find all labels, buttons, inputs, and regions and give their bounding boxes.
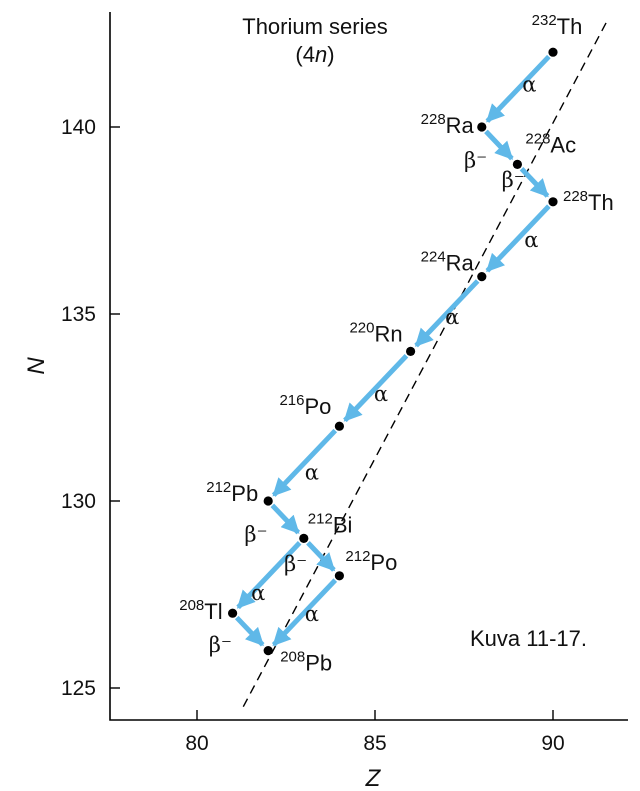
element-symbol: Th [588,190,614,215]
element-symbol: Tl [204,599,222,624]
decay-label-rn220-po216: α [374,382,388,406]
element-symbol: Pb [305,651,332,676]
decay-label-ra228-ac228: β⁻ [464,149,487,173]
element-symbol: Ra [446,113,475,138]
y-tick-label: 125 [61,677,96,700]
nuclide-dot-ac228 [512,159,523,169]
decay-label-th228-ra224: α [524,228,538,252]
nuclide-label-th228: 228Th [563,188,614,215]
nuclide-dot-tl208 [228,608,238,618]
element-symbol: Ac [550,132,576,157]
nuclide-label-ac228: 228Ac [525,130,576,157]
mass-number: 220 [349,319,374,336]
nuclide-dot-pb208 [263,646,273,656]
decay-label-tl208-pb208: β⁻ [209,633,232,657]
decay-arrow-po216-pb212 [271,428,338,497]
nuclide-dot-th228 [548,197,558,207]
nuclide-label-th232: 232Th [532,12,583,39]
element-symbol: Rn [374,321,402,346]
mass-number: 208 [280,649,305,666]
decay-label-po216-pb212: α [305,461,319,485]
nuclide-label-ra224: 224Ra [421,249,475,276]
element-symbol: Po [370,550,397,575]
nuclide-label-rn220: 220Rn [349,319,402,346]
mass-number: 228 [525,130,550,147]
chart-title-line2: (4n) [295,42,334,67]
nuclide-dot-rn220 [406,346,416,356]
element-symbol: Pb [231,481,258,506]
decay-label-po212-pb208: α [305,602,319,626]
y-tick-label: 140 [61,116,96,139]
nuclide-dot-th232 [548,47,558,57]
stability-line [242,21,608,708]
nuclide-label-po216: 216Po [279,392,331,419]
nuclide-dot-bi212 [299,533,309,544]
decay-label-bi212-tl208: α [251,581,265,605]
mass-number: 224 [421,249,446,266]
mass-number: 232 [532,12,557,29]
x-tick-label: 90 [541,732,564,755]
decay-label-ac228-th228: β⁻ [502,168,525,192]
nuclide-label-tl208: 208Tl [179,597,222,624]
decay-arrow-ac228-th228 [519,167,550,198]
decay-label-th232-ra228: α [522,73,536,97]
nuclide-dot-po216 [334,421,344,431]
y-tick-label: 135 [61,303,96,326]
chart-title-line1: Thorium series [242,14,387,39]
decay-arrow-po212-pb208 [271,578,338,647]
nuclide-points [228,47,558,656]
figure-caption: Kuva 11-17. [470,626,587,651]
mass-number: 216 [279,392,304,409]
nuclide-label-pb208: 208Pb [280,649,332,676]
x-tick-label: 80 [185,732,208,755]
decay-arrow-th228-ra224 [485,204,551,273]
nuclide-label-po212: 212Po [345,548,397,575]
nuclide-label-pb212: 212Pb [206,479,258,506]
mass-number: 212 [345,548,370,565]
mass-number: 212 [206,479,231,496]
decay-arrow-pb212-bi212 [270,503,301,535]
element-symbol: Po [304,394,331,419]
decay-label-ra224-rn220: α [445,305,459,329]
nuclide-dot-po212 [334,571,344,581]
decay-label-bi212-po212: β⁻ [284,552,307,576]
decay-arrow-ra224-rn220 [414,279,480,348]
decay-arrows [234,54,551,647]
decay-arrow-tl208-pb208 [234,615,265,647]
x-tick-label: 85 [363,732,386,755]
decay-label-pb212-bi212: β⁻ [244,523,267,547]
nuclide-dot-ra224 [477,272,487,282]
axes: 125 130 135 140 80 85 90 Z N [23,12,628,791]
nuclide-dot-ra228 [477,122,487,132]
x-axis-label: Z [365,765,382,791]
y-axis-label: N [23,357,50,375]
mass-number: 228 [421,111,446,128]
nuclide-label-bi212: 212Bi [308,510,353,537]
axis-frame [109,12,628,721]
y-tick-label: 130 [61,490,96,513]
decay-arrow-th232-ra228 [485,54,551,123]
nuclide-dot-pb212 [263,496,273,506]
nuclide-label-ra228: 228Ra [421,111,475,138]
element-symbol: Ra [446,251,475,276]
mass-number: 228 [563,188,588,205]
stability-line-group [242,21,608,708]
decay-arrow-bi212-tl208 [236,541,302,610]
decay-arrow-bi212-po212 [306,541,336,572]
decay-arrow-rn220-po216 [343,354,409,423]
mass-number: 212 [308,510,333,527]
mass-number: 208 [179,597,204,614]
decay-labels: α β⁻ β⁻ α α α α β⁻ β⁻ α α β⁻ [209,73,539,657]
nuclide-labels: 232Th228Ra228Ac228Th224Ra220Rn216Po212Pb… [179,12,613,675]
element-symbol: Bi [333,512,353,537]
decay-arrow-ra228-ac228 [484,129,514,161]
element-symbol: Th [557,14,583,39]
